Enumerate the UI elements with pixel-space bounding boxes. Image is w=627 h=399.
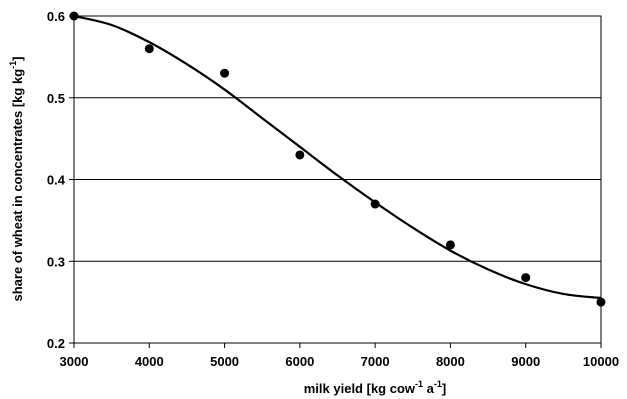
gridlines: [74, 97, 601, 262]
x-tick-label: 5000: [210, 354, 239, 369]
data-point: [521, 273, 531, 283]
y-tick-label: 0.3: [47, 254, 65, 269]
data-point: [596, 297, 606, 307]
data-points: [69, 11, 606, 307]
fit-curve: [73, 14, 602, 300]
y-tick-label: 0.2: [47, 336, 65, 351]
x-tick-label: 3000: [60, 354, 89, 369]
y-tick-label: 0.4: [47, 173, 66, 188]
y-axis-label: share of wheat in concentrates [kg kg-1]: [8, 57, 25, 302]
x-tick-label: 7000: [361, 354, 390, 369]
x-tick-label: 4000: [135, 354, 164, 369]
y-tick-label: 0.6: [47, 9, 65, 24]
x-tick-label: 8000: [436, 354, 465, 369]
data-point: [295, 150, 305, 160]
x-tick-label: 9000: [511, 354, 540, 369]
axis-ticks: [69, 15, 602, 348]
x-tick-labels: 3000 4000 5000 6000 7000 8000 9000 10000: [60, 354, 620, 369]
data-point: [144, 44, 154, 54]
x-tick-label: 6000: [285, 354, 314, 369]
data-point: [445, 240, 455, 250]
data-point: [220, 68, 230, 78]
x-tick-label: 10000: [583, 354, 619, 369]
data-point: [370, 199, 380, 209]
x-axis-label: milk yield [kg cow-1 a-1]: [304, 379, 446, 396]
data-point: [69, 11, 79, 21]
y-tick-labels: 0.2 0.3 0.4 0.5 0.6: [47, 9, 66, 351]
y-tick-label: 0.5: [47, 91, 65, 106]
